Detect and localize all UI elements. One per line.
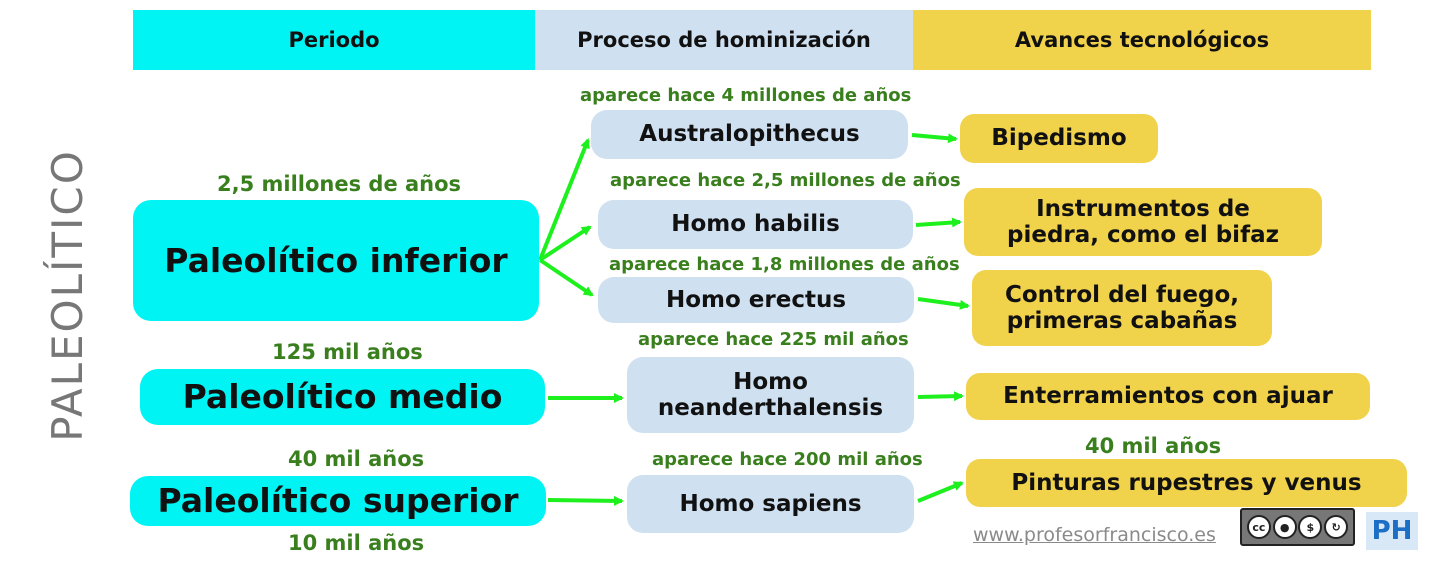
nc-icon: $ xyxy=(1298,515,1323,539)
hominid-australopithecus-label: Australopithecus xyxy=(639,121,860,148)
advance-pinturas-label: Pinturas rupestres y venus xyxy=(1011,469,1362,496)
cc-by-nc-sa-icon: cc ● $ ↻ xyxy=(1240,508,1355,546)
hominid-australopithecus: Australopithecus xyxy=(591,110,908,159)
header-periodo-label: Periodo xyxy=(288,28,380,52)
advance-pinturas-date: 40 mil años xyxy=(1085,434,1222,458)
period-superior-start: 40 mil años xyxy=(288,447,425,471)
period-medio-start: 125 mil años xyxy=(272,340,423,364)
advance-enterramientos: Enterramientos con ajuar xyxy=(966,373,1370,420)
hominid-habilis-appears: aparece hace 2,5 millones de años xyxy=(610,170,961,191)
period-inferior: Paleolítico inferior xyxy=(133,200,539,321)
arrow-inferior-australopithecus xyxy=(538,138,590,261)
hominid-erectus: Homo erectus xyxy=(598,277,914,323)
hominid-australopithecus-appears: aparece hace 4 millones de años xyxy=(580,85,912,106)
hominid-neanderthal: Homo neanderthalensis xyxy=(627,357,914,433)
hominid-neanderthal-line1: Homo xyxy=(733,368,808,395)
header-avances: Avances tecnológicos xyxy=(913,10,1371,70)
header-hominizacion-label: Proceso de hominización xyxy=(577,28,871,52)
ph-logo: PH xyxy=(1366,512,1418,550)
hominid-sapiens: Homo sapiens xyxy=(627,475,914,533)
arrow-superior-sapiens xyxy=(547,495,624,506)
advance-enterramientos-label: Enterramientos con ajuar xyxy=(1003,383,1333,410)
advance-fuego: Control del fuego, primeras cabañas xyxy=(972,270,1272,346)
arrow-habilis-instrumentos xyxy=(915,217,962,228)
period-inferior-start: 2,5 millones de años xyxy=(217,172,462,196)
website-link[interactable]: www.profesorfrancisco.es xyxy=(973,524,1216,546)
arrow-inferior-erectus xyxy=(538,258,594,297)
hominid-sapiens-label: Homo sapiens xyxy=(679,490,862,517)
advance-bipedismo: Bipedismo xyxy=(960,114,1158,163)
arrow-erectus-fuego xyxy=(917,297,970,310)
period-medio: Paleolítico medio xyxy=(140,369,545,425)
period-medio-label: Paleolítico medio xyxy=(182,377,503,417)
hominid-erectus-label: Homo erectus xyxy=(665,286,847,313)
period-inferior-label: Paleolítico inferior xyxy=(164,240,508,280)
period-superior-end: 10 mil años xyxy=(288,531,425,555)
cc-icon: cc xyxy=(1246,515,1271,539)
period-superior-label: Paleolítico superior xyxy=(157,481,519,521)
hominid-sapiens-appears: aparece hace 200 mil años xyxy=(652,449,923,470)
advance-fuego-line2: primeras cabañas xyxy=(1006,308,1238,334)
hominid-habilis-label: Homo habilis xyxy=(671,211,840,238)
arrow-neanderthal-enterramientos xyxy=(917,391,964,402)
by-icon: ● xyxy=(1272,515,1297,539)
hominid-erectus-appears: aparece hace 1,8 millones de años xyxy=(609,254,960,275)
header-hominizacion: Proceso de hominización xyxy=(535,10,913,70)
advance-bipedismo-label: Bipedismo xyxy=(991,125,1127,152)
advance-fuego-line1: Control del fuego, xyxy=(1004,281,1240,308)
hominid-neanderthal-line2: neanderthalensis xyxy=(657,395,884,421)
sa-icon: ↻ xyxy=(1324,515,1349,539)
arrow-australopithecus-bipedismo xyxy=(911,133,958,144)
advance-instrumentos: Instrumentos de piedra, como el bifaz xyxy=(964,188,1322,256)
arrow-sapiens-pinturas xyxy=(917,481,964,503)
period-superior: Paleolítico superior xyxy=(130,476,546,526)
header-periodo: Periodo xyxy=(133,10,535,70)
advance-pinturas: Pinturas rupestres y venus xyxy=(966,459,1407,507)
advance-instrumentos-line1: Instrumentos de xyxy=(1036,195,1250,222)
header-avances-label: Avances tecnológicos xyxy=(1014,28,1270,52)
hominid-habilis: Homo habilis xyxy=(598,200,913,249)
arrow-inferior-habilis xyxy=(538,225,592,262)
hominid-neanderthal-appears: aparece hace 225 mil años xyxy=(638,329,909,350)
advance-instrumentos-line2: piedra, como el bifaz xyxy=(1007,222,1279,248)
